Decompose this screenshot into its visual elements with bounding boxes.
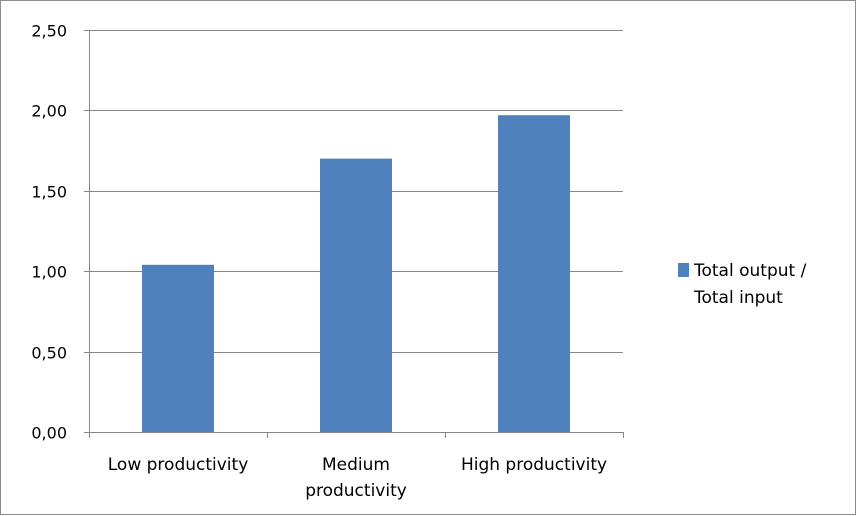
bar	[498, 115, 570, 432]
y-axis-tick-labels: 0,00 0,50 1,00 1,50 2,00 2,50	[31, 22, 67, 443]
y-tick-label: 2,00	[31, 102, 67, 121]
legend-swatch	[678, 263, 689, 277]
bar	[142, 264, 214, 432]
x-axis-category-labels: Low productivity Medium productivity High p…	[108, 455, 607, 501]
x-category-label: High productivity	[461, 455, 607, 475]
y-tick-label: 0,00	[31, 424, 67, 443]
legend-label: Total output / Total input	[693, 261, 807, 308]
legend: Total output / Total input	[678, 261, 807, 308]
bar	[320, 158, 392, 432]
y-tick-label: 1,00	[31, 263, 67, 282]
y-tick-label: 2,50	[31, 22, 67, 41]
bars	[142, 115, 570, 432]
y-tick-label: 0,50	[31, 344, 67, 363]
x-category-label: Low productivity	[108, 455, 249, 475]
y-tick-label: 1,50	[31, 183, 67, 202]
x-category-label: Medium productivity	[305, 455, 407, 501]
axes	[84, 30, 624, 438]
